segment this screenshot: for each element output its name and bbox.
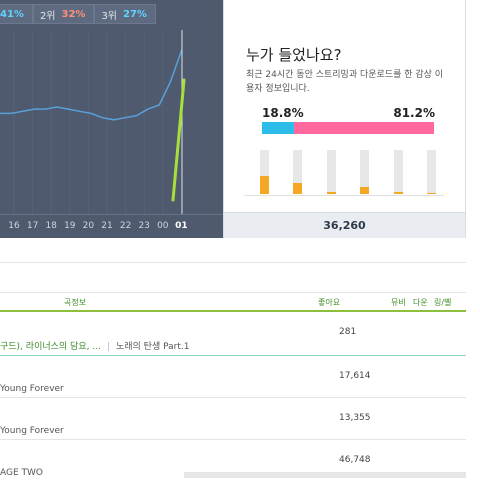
trend-line <box>0 48 183 121</box>
rank-2-label: 2위 <box>39 10 56 22</box>
listener-description: 최근 24시간 동안 스트리밍과 다운로드를 한 감상 이용자 정보입니다. <box>246 70 444 94</box>
age-chart-baseline <box>244 195 444 196</box>
rank-3-pct: 27% <box>123 8 147 20</box>
time-tick-21: 21 <box>101 221 113 231</box>
rank-chip-1[interactable]: 41% <box>0 4 33 24</box>
table-row[interactable]: Young Forever 17,614 <box>0 356 466 398</box>
ratio-segment-left <box>262 122 295 134</box>
listener-right-pct: 81.2% <box>393 106 435 120</box>
table-row[interactable]: 구드), 라이너스의 담요, ... | 노래의 탄생 Part.1 281 <box>0 312 466 356</box>
age-bar <box>426 150 436 194</box>
age-bar <box>360 150 370 194</box>
time-tick-01: 01 <box>175 221 188 231</box>
time-tick-20: 20 <box>82 221 95 231</box>
age-bar <box>293 150 303 194</box>
age-bar-fill <box>260 175 269 194</box>
row-album-link[interactable]: Young Forever <box>0 384 64 394</box>
table-row[interactable]: AGE TWO 46,748 <box>0 440 466 480</box>
listener-total-count: 36,260 <box>224 212 465 238</box>
age-bar-chart <box>260 150 436 194</box>
age-bar-fill <box>360 186 370 194</box>
row-subinfo: 구드), 라이너스의 담요, ... | 노래의 탄생 Part.1 <box>0 342 190 352</box>
row-album-link[interactable]: AGE TWO <box>0 468 44 478</box>
row-like-count[interactable]: 13,355 <box>339 413 371 423</box>
row-album-link[interactable]: 노래의 탄생 Part.1 <box>115 342 190 352</box>
header-mv: 뮤비 <box>391 298 406 307</box>
age-bar <box>260 150 269 194</box>
rank-chip-2[interactable]: 2위 32% <box>32 4 95 24</box>
listener-ratio-bar <box>262 122 434 134</box>
rank-chip-3[interactable]: 3위 27% <box>94 4 156 24</box>
listener-info-panel: 누가 들었나요? 최근 24시간 동안 스트리밍과 다운로드를 한 감상 이용자… <box>223 0 466 238</box>
realtime-trend-chart <box>0 30 186 214</box>
realtime-chart-panel: 41% 2위 32% 3위 27% 16 17 18 19 20 21 22 23 00 01 <box>0 0 223 238</box>
section-divider <box>0 262 466 263</box>
age-bar <box>393 150 403 194</box>
rank-1-pct: 41% <box>0 8 24 20</box>
age-bar-fill <box>393 192 403 194</box>
age-bar-fill <box>426 192 436 194</box>
rank-3-label: 3위 <box>101 10 117 22</box>
row-artist-link[interactable]: 구드), 라이너스의 담요, ... <box>0 342 101 352</box>
header-ringtone: 링/벨 <box>434 298 452 307</box>
time-tick-16: 16 <box>8 221 20 231</box>
listener-left-pct: 18.8% <box>262 106 304 120</box>
row-like-count[interactable]: 17,614 <box>339 371 371 381</box>
header-likes: 좋아요 <box>318 298 341 307</box>
header-song-info: 곡정보 <box>64 298 87 307</box>
row-like-count[interactable]: 46,748 <box>339 455 371 465</box>
time-axis: 16 17 18 19 20 21 22 23 00 01 <box>0 214 223 238</box>
age-bar-fill <box>326 191 336 194</box>
ratio-segment-right <box>294 122 434 134</box>
row-album-link[interactable]: Young Forever <box>0 426 64 436</box>
song-table-header: 곡정보 좋아요 뮤비 다운 링/벨 <box>0 292 466 312</box>
current-rise-line <box>171 78 186 202</box>
time-tick-18: 18 <box>45 221 57 231</box>
time-tick-19: 19 <box>64 221 76 231</box>
rank-share-bar: 41% 2위 32% 3위 27% <box>0 4 156 26</box>
time-tick-23: 23 <box>138 221 150 231</box>
time-tick-17: 17 <box>26 221 39 231</box>
age-bar-fill <box>293 183 303 194</box>
header-download: 다운 <box>413 298 428 307</box>
rank-2-pct: 32% <box>61 8 86 20</box>
time-tick-22: 22 <box>119 221 132 231</box>
table-row[interactable]: Young Forever 13,355 <box>0 398 466 440</box>
table-scroll-strip <box>184 472 466 478</box>
time-tick-00: 00 <box>157 221 169 231</box>
listener-title: 누가 들었나요? <box>246 46 342 64</box>
row-like-count[interactable]: 281 <box>339 327 357 337</box>
age-bar <box>326 150 336 194</box>
